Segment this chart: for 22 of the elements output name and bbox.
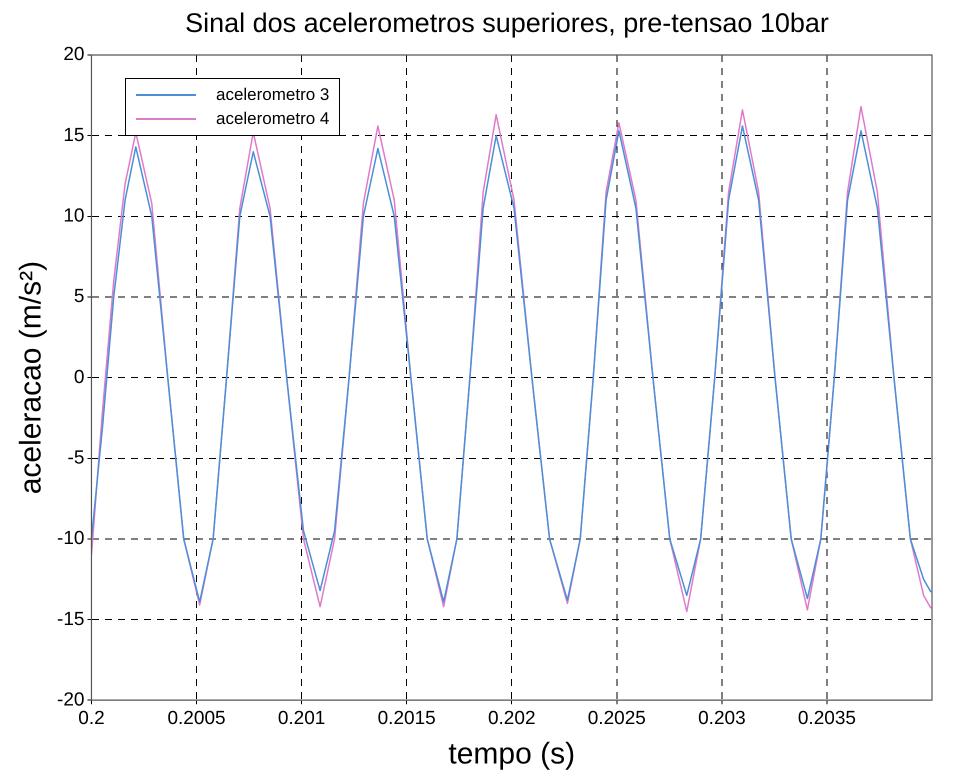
x-tick-label: 0.2025 (588, 708, 646, 729)
x-tick-label: 0.2035 (798, 708, 856, 729)
x-tick-label: 0.203 (698, 708, 746, 729)
y-tick-label: 20 (63, 44, 84, 66)
x-tick-label: 0.2005 (167, 708, 226, 729)
y-tick-label: -15 (56, 608, 84, 630)
y-axis-title: aceleracao (m/s²) (14, 260, 48, 494)
x-axis-title: tempo (s) (448, 737, 576, 770)
x-tick-label: 0.201 (278, 708, 326, 729)
y-tick-label: 15 (63, 124, 84, 146)
legend-label: acelerometro 3 (216, 85, 330, 105)
legend-label: acelerometro 4 (216, 109, 330, 129)
y-tick-label: 0 (74, 366, 84, 388)
y-tick-label: -20 (56, 689, 84, 710)
y-tick-label: 10 (63, 206, 84, 227)
y-tick-label: -5 (68, 447, 84, 468)
chart-title: Sinal dos acelerometros superiores, pre-tensao 10bar (184, 8, 830, 39)
x-tick-label: 0.202 (488, 708, 536, 729)
y-tick-label: 5 (74, 286, 84, 308)
x-tick-label: 0.2015 (378, 708, 436, 729)
x-tick-label: 0.2 (78, 708, 105, 729)
y-tick-label: -10 (56, 528, 84, 550)
